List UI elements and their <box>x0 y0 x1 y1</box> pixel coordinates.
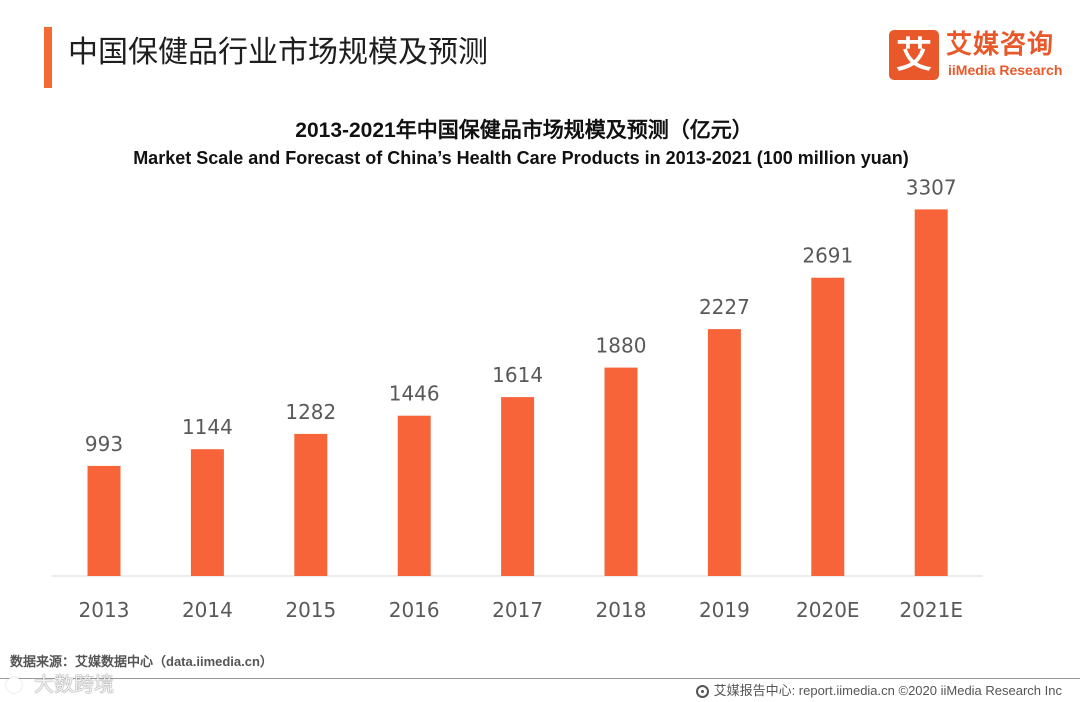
bar-2021E <box>914 209 948 576</box>
watermark-logo-icon <box>6 677 22 693</box>
chart-title: 2013-2021年中国保健品市场规模及预测（亿元） <box>295 119 753 142</box>
bars-group <box>87 209 948 576</box>
logo-name-cn: 艾媒咨询 <box>946 29 1055 59</box>
page-title: 中国保健品行业市场规模及预测 <box>68 36 488 69</box>
value-label-2018: 1880 <box>596 334 647 358</box>
x-tick-label-2016: 2016 <box>389 598 440 622</box>
bar-2017 <box>501 397 535 576</box>
bar-2016 <box>397 415 431 576</box>
footer-divider <box>0 678 1080 679</box>
value-label-2021E: 3307 <box>906 175 957 199</box>
x-tick-label-2014: 2014 <box>182 598 233 622</box>
value-labels-group: 993 1144 1282 1446 1614 1880 2227 2691 3307 <box>85 175 957 456</box>
value-label-2016: 1446 <box>389 382 440 406</box>
value-label-2019: 2227 <box>699 295 750 319</box>
value-label-2013: 993 <box>85 432 123 456</box>
x-tick-label-2020E: 2020E <box>796 598 860 622</box>
footer-credit-text: 艾媒报告中心: report.iimedia.cn ©2020 iiMedia … <box>713 683 1062 698</box>
watermark: 大数跨境 <box>6 672 114 698</box>
value-label-2017: 1614 <box>492 363 543 387</box>
x-tick-label-2018: 2018 <box>596 598 647 622</box>
bar-chart: 993 1144 1282 1446 1614 1880 2227 2691 3307 2013… <box>52 175 983 622</box>
chart-subtitle: Market Scale and Forecast of China’s Hea… <box>133 148 909 168</box>
report-center-icon <box>695 684 709 698</box>
bar-2018 <box>604 367 638 576</box>
x-tick-label-2019: 2019 <box>699 598 750 622</box>
x-tick-label-2021E: 2021E <box>899 598 963 622</box>
category-labels-group: 2013 2014 2015 2016 2017 2018 2019 2020E 2021E <box>79 598 963 622</box>
x-tick-label-2017: 2017 <box>492 598 543 622</box>
title-accent-bar <box>44 27 52 88</box>
watermark-text: 大数跨境 <box>34 674 114 696</box>
value-label-2020E: 2691 <box>802 244 853 268</box>
x-tick-label-2013: 2013 <box>79 598 130 622</box>
bar-2015 <box>294 433 328 576</box>
bar-2013 <box>87 465 121 576</box>
iimedia-logo-icon: 艾 <box>889 30 939 80</box>
logo-name-en: iiMedia Research <box>948 62 1063 78</box>
value-label-2014: 1144 <box>182 415 233 439</box>
x-tick-label-2015: 2015 <box>285 598 336 622</box>
data-source-note: 数据来源：艾媒数据中心（data.iimedia.cn） <box>10 654 273 669</box>
footer-credit: 艾媒报告中心: report.iimedia.cn ©2020 iiMedia … <box>695 682 1062 700</box>
bar-2014 <box>190 449 224 576</box>
value-label-2015: 1282 <box>285 400 336 424</box>
bar-2019 <box>707 329 741 576</box>
bar-2020E <box>811 277 845 576</box>
